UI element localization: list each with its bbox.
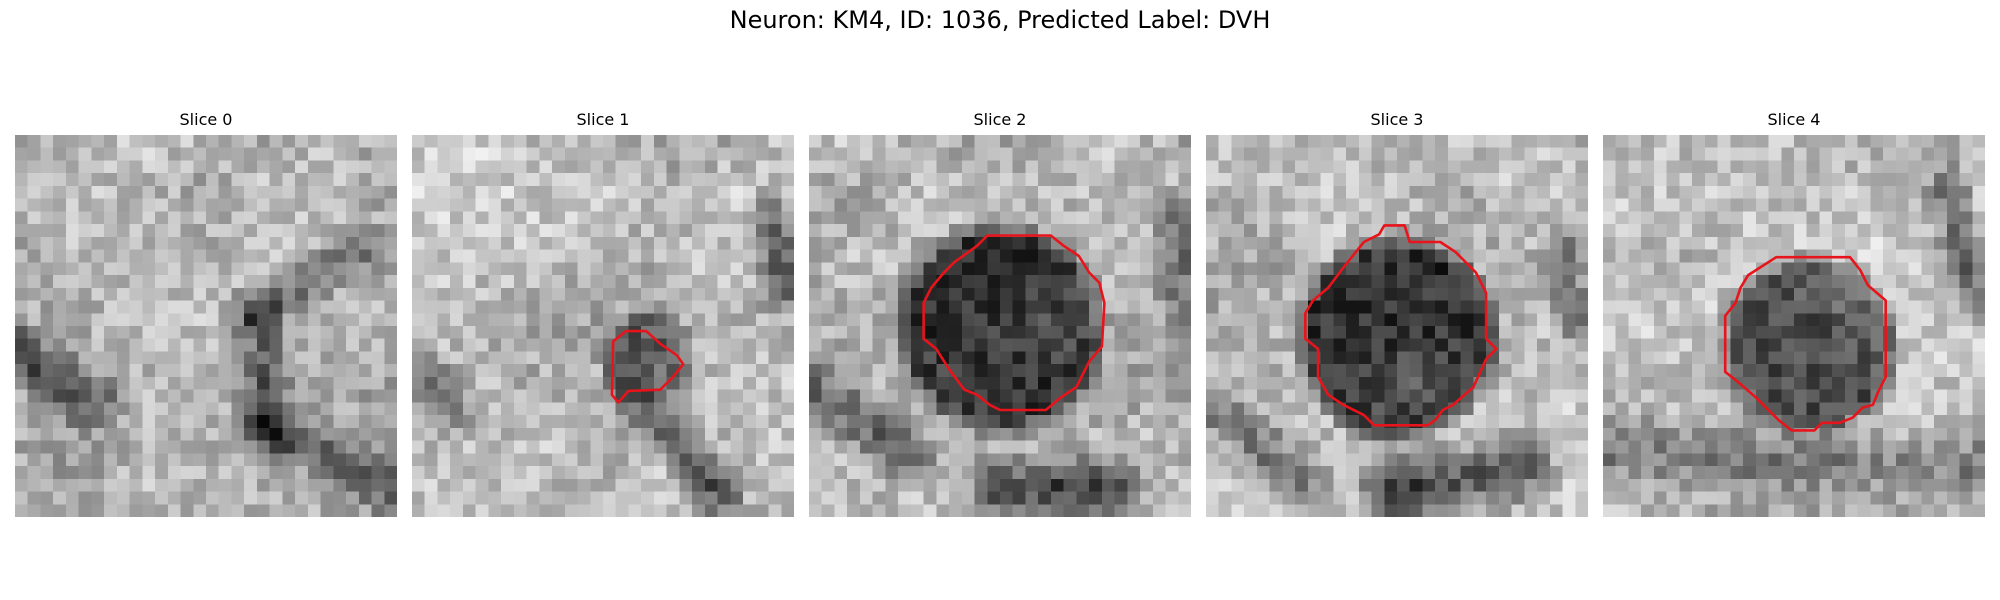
panel-title-slice-2: Slice 2: [973, 110, 1027, 129]
pixel-grid: [1206, 135, 1588, 517]
slice-image-1: [412, 135, 794, 517]
slice-image-3-svg: [1206, 135, 1588, 517]
panel-title-slice-4: Slice 4: [1767, 110, 1821, 129]
pixel-grid: [1603, 135, 1985, 517]
slice-image-4: [1603, 135, 1985, 517]
slice-image-2-svg: [809, 135, 1191, 517]
slice-image-0-svg: [15, 135, 397, 517]
segmentation-contour: [1723, 255, 1888, 432]
figure-title: Neuron: KM4, ID: 1036, Predicted Label: …: [729, 6, 1271, 34]
segmentation-contour: [922, 234, 1106, 412]
pixel-grid: [15, 135, 397, 517]
panel-title-slice-1: Slice 1: [576, 110, 630, 129]
slice-image-1-svg: [412, 135, 794, 517]
segmentation-contour: [610, 329, 685, 404]
pixel-grid: [809, 135, 1191, 517]
segmentation-contour: [1304, 224, 1498, 427]
slice-image-0: [15, 135, 397, 517]
pixel-grid: [412, 135, 794, 517]
panel-title-slice-0: Slice 0: [179, 110, 233, 129]
panel-title-slice-3: Slice 3: [1370, 110, 1424, 129]
slice-image-4-svg: [1603, 135, 1985, 517]
slice-image-3: [1206, 135, 1588, 517]
slice-image-2: [809, 135, 1191, 517]
